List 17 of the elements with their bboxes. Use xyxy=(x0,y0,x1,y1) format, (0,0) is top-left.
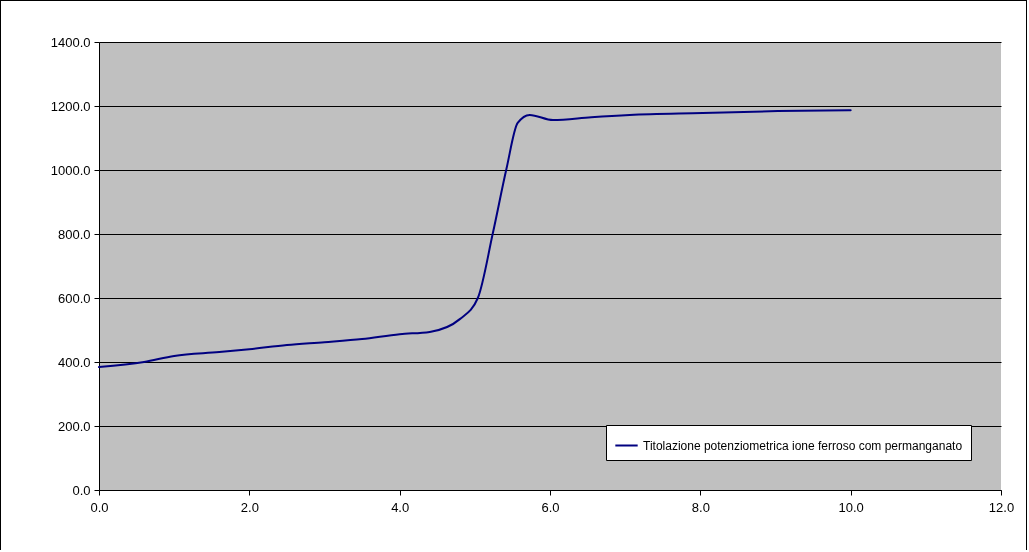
y-tick-label: 200.0 xyxy=(57,418,91,434)
x-tick-label: 12.0 xyxy=(988,499,1015,515)
y-tick-label: 1400.0 xyxy=(50,34,91,50)
y-tick-label: 400.0 xyxy=(57,354,91,370)
x-tick-label: 10.0 xyxy=(838,499,864,515)
y-tick-label: 1000.0 xyxy=(50,162,91,178)
x-tick-label: 6.0 xyxy=(541,499,560,515)
y-tick-label: 600.0 xyxy=(57,290,91,306)
x-tick-label: 2.0 xyxy=(240,499,259,515)
x-tick-label: 0.0 xyxy=(90,499,109,515)
x-tick-label: 4.0 xyxy=(391,499,410,515)
y-tick-label: 800.0 xyxy=(57,226,91,242)
y-tick-label: 0.0 xyxy=(72,482,91,498)
line-series xyxy=(98,109,852,369)
x-tick-label: 8.0 xyxy=(691,499,710,515)
legend-label: Titolazione potenziometrica ione ferroso com permanganato xyxy=(643,438,963,453)
y-tick-label: 1200.0 xyxy=(50,98,91,114)
